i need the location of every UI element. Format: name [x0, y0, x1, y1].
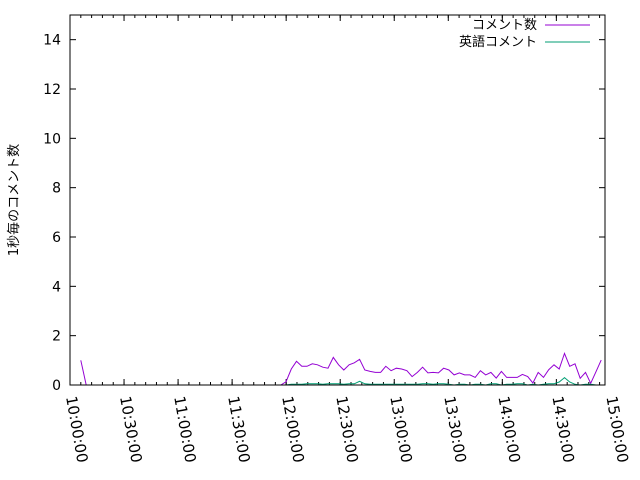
x-tick-label: 11:00:00 — [170, 395, 199, 464]
x-tick-label: 12:30:00 — [332, 395, 361, 464]
plot-border — [69, 14, 606, 386]
legend-label-english: 英語コメント — [459, 34, 537, 50]
legend-label-comments: コメント数 — [472, 18, 537, 33]
y-tick-label: 12 — [43, 82, 61, 98]
x-tick-label: 10:30:00 — [116, 395, 145, 464]
legend: コメント数 英語コメント — [459, 18, 590, 50]
series-line-0 — [280, 351, 602, 386]
x-tick-label: 14:30:00 — [548, 395, 577, 464]
x-tick-label: 13:30:00 — [440, 395, 469, 464]
y-tick-label: 0 — [52, 378, 61, 394]
x-tick-label: 12:00:00 — [278, 395, 307, 464]
x-tick-label: 13:00:00 — [386, 395, 415, 464]
y-tick-label: 14 — [43, 33, 61, 49]
y-axis-label: 1秒毎のコメント数 — [6, 144, 22, 256]
axis-ticks: 0 2 4 6 8 10 12 14 10:00:00 10:30:00 11:00:00 11:30… — [43, 15, 632, 464]
x-tick-label: 14:00:00 — [494, 395, 523, 464]
x-tick-label: 15:00:00 — [602, 395, 631, 464]
series-line-1 — [280, 376, 602, 386]
y-tick-label: 6 — [52, 230, 61, 246]
y-tick-label: 4 — [52, 279, 61, 295]
x-tick-label: 11:30:00 — [224, 395, 253, 464]
x-tick-label: 10:00:00 — [62, 395, 91, 464]
series-lines — [80, 351, 602, 386]
y-tick-label: 2 — [52, 329, 61, 345]
y-tick-label: 8 — [52, 181, 61, 197]
series-line-0 — [80, 360, 87, 386]
y-tick-label: 10 — [43, 131, 61, 147]
